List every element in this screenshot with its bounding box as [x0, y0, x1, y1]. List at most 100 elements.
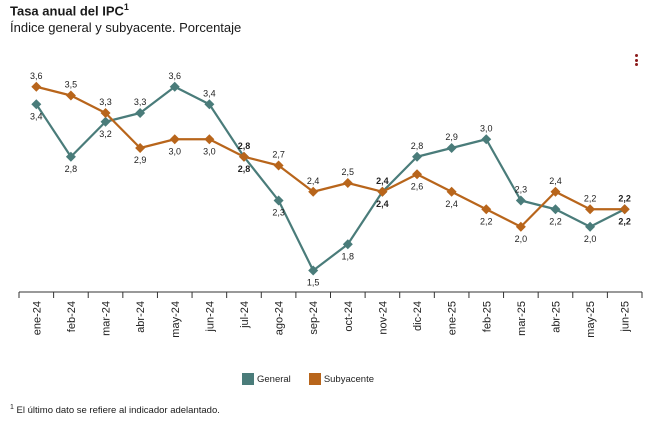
data-point-general — [100, 116, 111, 127]
data-point-general — [446, 143, 457, 153]
data-point-general — [412, 151, 423, 162]
chart-legend: General Subyacente — [242, 373, 392, 385]
data-label-subyacente: 2,5 — [342, 167, 355, 177]
data-label-general: 3,2 — [99, 129, 112, 139]
legend-swatch-general — [242, 373, 254, 385]
x-tick-label: jul-24 — [239, 301, 251, 329]
kebab-menu-icon[interactable] — [635, 54, 639, 68]
data-point-general — [308, 265, 319, 276]
data-point-subyacente — [515, 221, 526, 232]
data-label-subyacente: 2,2 — [584, 193, 597, 203]
data-point-subyacente — [308, 186, 319, 197]
data-point-general — [31, 99, 42, 110]
data-label-general: 3,4 — [30, 111, 43, 121]
data-point-subyacente — [481, 204, 492, 215]
x-tick-label: jun-24 — [204, 301, 216, 333]
data-label-subyacente: 3,3 — [99, 97, 112, 107]
data-point-subyacente — [342, 178, 353, 188]
x-tick-label: jun-25 — [620, 301, 632, 333]
legend-item-subyacente[interactable]: Subyacente — [308, 373, 374, 385]
data-point-subyacente — [377, 186, 388, 197]
data-label-general: 2,8 — [65, 164, 78, 174]
data-point-subyacente — [446, 186, 457, 197]
data-label-subyacente: 2,8 — [238, 164, 251, 174]
data-point-general — [481, 134, 492, 145]
x-tick-label: abr-25 — [550, 301, 562, 333]
line-chart: ene-24 feb-24 mar-24 abr-24 may-24 jun-24 jul-… — [18, 71, 643, 338]
data-label-general: 2,8 — [411, 141, 424, 151]
data-point-general — [204, 99, 215, 110]
data-point-subyacente — [412, 169, 423, 180]
data-label-general: 3,3 — [134, 97, 147, 107]
footnote: 1 El último dato se refiere al indicador… — [10, 404, 220, 417]
data-label-general: 2,3 — [272, 208, 285, 218]
chart-subtitle: Índice general y subyacente. Porcentaje — [10, 20, 242, 35]
data-point-subyacente — [238, 151, 249, 162]
x-tick-label: oct-24 — [343, 301, 355, 332]
data-label-subyacente: 3,6 — [30, 71, 43, 81]
data-label-general: 2,4 — [376, 176, 389, 186]
data-label-subyacente: 2,4 — [445, 199, 458, 209]
data-label-subyacente: 2,4 — [307, 176, 320, 186]
data-point-general — [273, 195, 284, 206]
data-label-subyacente: 2,0 — [515, 234, 528, 244]
data-point-subyacente — [619, 204, 630, 215]
data-label-subyacente: 2,6 — [411, 181, 424, 191]
series-line-general — [35, 85, 626, 272]
x-tick-label: ene-24 — [31, 301, 43, 335]
legend-label-general: General — [257, 373, 291, 385]
data-point-subyacente — [273, 160, 284, 171]
data-point-general — [550, 204, 561, 215]
x-tick-label: dic-24 — [412, 301, 424, 331]
data-label-subyacente: 2,4 — [549, 176, 562, 186]
legend-swatch-subyacente — [308, 373, 321, 385]
data-point-general — [135, 108, 146, 118]
x-tick-label: mar-25 — [516, 301, 528, 336]
data-label-subyacente: 2,9 — [134, 155, 147, 165]
x-tick-label: abr-24 — [135, 301, 147, 333]
x-tick-label: sep-24 — [308, 301, 320, 335]
data-point-subyacente — [204, 134, 215, 145]
x-tick-label: feb-25 — [481, 301, 493, 332]
data-point-subyacente — [585, 204, 596, 215]
data-point-subyacente — [169, 134, 180, 145]
legend-label-subyacente: Subyacente — [323, 373, 374, 385]
x-tick-label: feb-24 — [66, 301, 78, 332]
data-point-general — [65, 151, 76, 162]
data-point-general — [342, 239, 353, 250]
x-tick-label: ago-24 — [274, 301, 286, 335]
data-label-subyacente: 2,4 — [376, 199, 389, 209]
data-point-general — [515, 195, 526, 206]
data-label-subyacente: 3,0 — [168, 146, 181, 156]
x-tick-label: may-25 — [585, 301, 597, 338]
x-tick-label: ene-25 — [447, 301, 459, 335]
data-label-subyacente: 2,2 — [618, 216, 631, 226]
data-label-general: 3,6 — [168, 71, 181, 81]
data-label-general: 2,2 — [618, 193, 631, 203]
data-label-general: 1,8 — [342, 251, 355, 261]
data-label-general: 3,4 — [203, 88, 216, 98]
data-label-subyacente: 2,7 — [272, 150, 285, 160]
data-label-general: 2,0 — [584, 234, 597, 244]
data-point-subyacente — [135, 143, 146, 153]
data-label-general: 2,2 — [549, 216, 562, 226]
data-label-general: 3,0 — [480, 123, 493, 133]
x-tick-label: nov-24 — [377, 301, 389, 335]
data-label-general: 2,8 — [238, 141, 251, 151]
data-point-general — [585, 221, 596, 232]
data-point-subyacente — [550, 186, 561, 197]
data-point-subyacente — [31, 81, 42, 92]
legend-item-general[interactable]: General — [242, 373, 291, 385]
data-point-general — [169, 81, 180, 92]
data-label-subyacente: 3,5 — [65, 80, 78, 90]
data-point-subyacente — [100, 108, 111, 118]
data-point-subyacente — [65, 90, 76, 101]
data-label-general: 2,3 — [515, 185, 528, 195]
x-tick-label: mar-24 — [101, 301, 113, 336]
data-label-subyacente: 2,2 — [480, 216, 493, 226]
chart-title: Tasa anual del IPC1 — [10, 2, 129, 19]
series-line-subyacente — [36, 85, 625, 228]
data-label-general: 1,5 — [307, 278, 320, 288]
x-tick-label: may-24 — [170, 301, 182, 338]
data-label-subyacente: 3,0 — [203, 146, 216, 156]
